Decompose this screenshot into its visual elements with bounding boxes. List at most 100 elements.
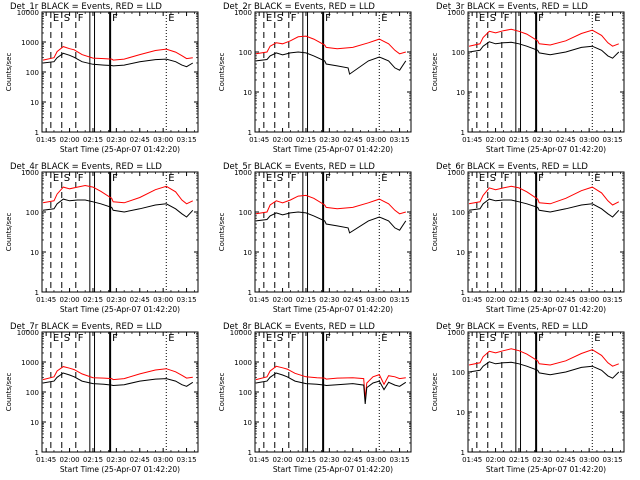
y-tick-label: 10 [456,409,465,417]
x-tick-label: 01:45 [249,456,269,464]
event-marker-label: F [112,173,118,184]
y-tick-label: 1 [461,289,465,297]
plot-frame [467,171,625,293]
x-tick-label: 03:00 [579,456,599,464]
y-tick-label: 1000 [447,9,465,17]
event-marker-label: E [479,173,485,184]
y-axis-label: Counts/sec [431,53,439,92]
y-tick-label: 1000 [21,359,39,367]
y-axis-label: Counts/sec [5,213,13,252]
y-axis-label: Counts/sec [218,53,226,92]
x-tick-label: 03:00 [366,136,386,144]
y-tick-label: 1000 [21,39,39,47]
y-tick-label: 100 [26,69,39,77]
event-marker-label: E [594,13,600,24]
y-tick-label: 10 [30,249,39,257]
y-tick-label: 100 [239,49,252,57]
x-tick-label: 02:15 [296,456,316,464]
x-tick-label: 02:45 [130,136,150,144]
series-line [42,46,193,61]
y-tick-label: 10000 [17,329,39,337]
event-marker-label: F [78,13,84,24]
x-tick-label: 02:45 [130,296,150,304]
x-axis-label: Start Time (25-Apr-07 01:42:20) [273,465,393,474]
y-tick-label: 1000 [21,169,39,177]
y-tick-label: 100 [452,369,465,377]
x-tick-label: 03:15 [176,456,196,464]
x-tick-label: 02:45 [556,456,576,464]
event-marker-label: S [277,13,283,24]
y-tick-label: 10000 [230,329,252,337]
x-axis-label: Start Time (25-Apr-07 01:42:20) [486,145,606,154]
y-tick-label: 10 [243,249,252,257]
event-marker-label: E [594,333,600,344]
event-marker-label: E [479,333,485,344]
y-tick-label: 1000 [447,169,465,177]
event-marker-label: F [291,173,297,184]
plot-frame [467,331,625,453]
event-marker-label: F [291,13,297,24]
x-tick-label: 03:15 [602,296,622,304]
chart-title: Det_3r BLACK = Events, RED = LLD [436,2,588,12]
y-tick-label: 100 [26,389,39,397]
x-tick-label: 02:00 [272,456,292,464]
event-marker-label: E [381,173,387,184]
y-tick-label: 100 [26,209,39,217]
x-axis-label: Start Time (25-Apr-07 01:42:20) [273,145,393,154]
x-tick-label: 02:30 [106,296,126,304]
x-tick-label: 02:45 [556,136,576,144]
event-marker-label: S [64,333,70,344]
x-tick-label: 02:30 [106,456,126,464]
event-marker-label: S [490,173,496,184]
y-tick-label: 10 [30,99,39,107]
y-tick-label: 1 [461,129,465,137]
y-tick-label: 100 [239,209,252,217]
event-marker-label: F [325,13,331,24]
event-marker-label: F [78,173,84,184]
event-marker-label: F [504,173,510,184]
event-marker-label: E [53,333,59,344]
y-tick-label: 1 [248,449,252,457]
event-marker-label: E [168,333,174,344]
series-line [255,211,407,234]
chart-panel: Det_8r BLACK = Events, RED = LLD Counts/s… [218,322,412,474]
chart-title: Det_2r BLACK = Events, RED = LLD [223,2,375,12]
y-tick-label: 100 [452,49,465,57]
y-axis-label: Counts/sec [5,53,13,92]
y-tick-label: 1 [248,289,252,297]
event-marker-label: E [266,13,272,24]
event-marker-label: E [594,173,600,184]
series-line [255,35,406,55]
x-tick-label: 02:45 [130,456,150,464]
x-tick-label: 02:30 [319,136,339,144]
x-tick-label: 01:45 [462,136,482,144]
y-tick-label: 10 [456,89,465,97]
plot-frame [254,171,412,293]
x-tick-label: 03:00 [366,456,386,464]
plot-frame [254,331,412,453]
y-tick-label: 1 [461,449,465,457]
x-axis-label: Start Time (25-Apr-07 01:42:20) [60,305,180,314]
x-tick-label: 02:30 [532,296,552,304]
y-tick-label: 10 [456,249,465,257]
x-tick-label: 01:45 [462,456,482,464]
event-marker-label: E [266,333,272,344]
x-tick-label: 03:15 [389,296,409,304]
y-tick-label: 10 [30,419,39,427]
x-tick-label: 01:45 [462,296,482,304]
x-tick-label: 02:30 [106,136,126,144]
plot-frame [41,11,199,133]
x-tick-label: 02:15 [509,296,529,304]
x-tick-label: 02:30 [319,456,339,464]
x-tick-label: 03:15 [176,136,196,144]
event-marker-label: F [78,333,84,344]
series-line [42,372,194,387]
y-tick-label: 1 [35,129,39,137]
chart-panel: Det_2r BLACK = Events, RED = LLD Counts/s… [218,2,412,154]
event-marker-label: E [168,173,174,184]
series-line [468,348,619,367]
x-tick-label: 02:45 [556,296,576,304]
x-tick-label: 02:00 [59,136,79,144]
x-axis-label: Start Time (25-Apr-07 01:42:20) [486,305,606,314]
x-tick-label: 02:45 [343,456,363,464]
